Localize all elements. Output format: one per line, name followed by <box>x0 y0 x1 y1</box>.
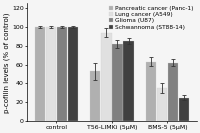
Bar <box>179 97 189 121</box>
Legend: Pancreatic cancer (Panc-1), Lung cancer (A549), Glioma (U87), Schwannoma (ST88-1: Pancreatic cancer (Panc-1), Lung cancer … <box>108 5 194 30</box>
Bar <box>101 33 112 121</box>
Bar <box>168 63 178 121</box>
Bar <box>90 71 100 121</box>
Bar <box>57 27 67 121</box>
Bar <box>46 27 56 121</box>
Y-axis label: p-cofilin levels (% of control): p-cofilin levels (% of control) <box>3 12 10 113</box>
Bar <box>68 27 78 121</box>
Bar <box>123 41 134 121</box>
Bar <box>157 88 167 121</box>
Bar <box>35 27 45 121</box>
Bar <box>112 44 123 121</box>
Bar <box>146 62 156 121</box>
